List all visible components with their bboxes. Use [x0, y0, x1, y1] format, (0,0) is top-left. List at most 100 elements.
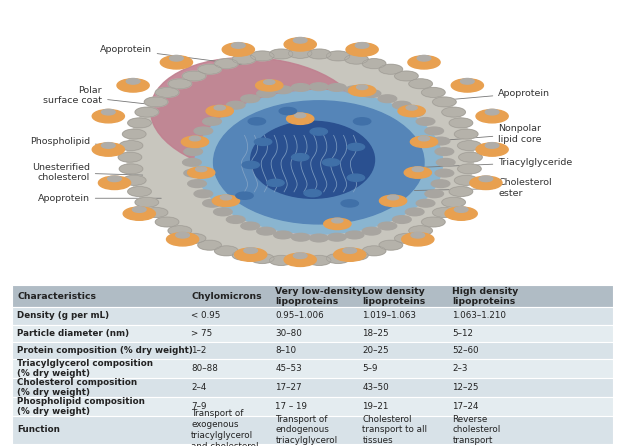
Circle shape: [206, 105, 233, 117]
Circle shape: [461, 78, 474, 84]
Circle shape: [433, 207, 456, 217]
Circle shape: [332, 218, 343, 223]
Text: 17–27: 17–27: [275, 383, 302, 392]
Circle shape: [454, 206, 468, 212]
Circle shape: [322, 159, 340, 166]
Text: > 75: > 75: [191, 329, 212, 338]
FancyBboxPatch shape: [12, 397, 613, 416]
Circle shape: [435, 169, 454, 177]
Circle shape: [398, 105, 425, 117]
Circle shape: [357, 85, 368, 90]
FancyBboxPatch shape: [12, 416, 613, 444]
Circle shape: [310, 234, 328, 242]
Text: 19–21: 19–21: [363, 402, 389, 411]
Circle shape: [417, 55, 431, 61]
Text: 8–10: 8–10: [275, 346, 297, 355]
Circle shape: [108, 176, 121, 182]
Circle shape: [155, 87, 179, 97]
Circle shape: [348, 85, 376, 96]
Text: Transport of
endogenous
triacylglycerol: Transport of endogenous triacylglycerol: [275, 415, 337, 445]
Text: Particle diameter (nm): Particle diameter (nm): [17, 329, 129, 338]
Circle shape: [184, 169, 202, 177]
Circle shape: [418, 136, 430, 141]
Circle shape: [347, 174, 365, 182]
Text: Apoprotein: Apoprotein: [439, 89, 550, 100]
Circle shape: [189, 136, 201, 141]
Circle shape: [362, 246, 386, 256]
Circle shape: [293, 37, 307, 43]
Circle shape: [251, 51, 274, 61]
Text: 12–25: 12–25: [452, 383, 479, 392]
FancyBboxPatch shape: [12, 307, 613, 325]
Circle shape: [425, 127, 443, 135]
Text: Very low-density
lipoproteins: Very low-density lipoproteins: [275, 286, 363, 306]
Circle shape: [92, 143, 124, 156]
Circle shape: [196, 167, 207, 172]
Circle shape: [232, 54, 256, 64]
Circle shape: [324, 218, 351, 230]
Circle shape: [445, 207, 477, 220]
Circle shape: [404, 167, 431, 178]
Circle shape: [135, 107, 158, 117]
Text: Protein composition (% dry weight): Protein composition (% dry weight): [17, 346, 193, 355]
Circle shape: [362, 59, 386, 69]
Circle shape: [449, 186, 473, 196]
Text: < 0.95: < 0.95: [191, 311, 221, 321]
Circle shape: [326, 51, 350, 61]
Circle shape: [274, 231, 292, 239]
Circle shape: [425, 190, 443, 198]
Circle shape: [308, 49, 331, 59]
Circle shape: [408, 56, 440, 69]
Text: 52–60: 52–60: [452, 346, 479, 355]
Circle shape: [256, 80, 283, 91]
Circle shape: [343, 248, 357, 253]
Text: 1–2: 1–2: [191, 346, 207, 355]
Circle shape: [308, 256, 331, 265]
Circle shape: [431, 180, 450, 187]
Circle shape: [392, 101, 411, 109]
Circle shape: [188, 180, 206, 187]
Circle shape: [227, 216, 245, 223]
Circle shape: [267, 179, 284, 186]
Circle shape: [188, 137, 206, 145]
Circle shape: [362, 227, 381, 235]
Circle shape: [132, 206, 146, 212]
Circle shape: [433, 97, 456, 107]
Circle shape: [119, 141, 143, 150]
Circle shape: [334, 248, 366, 261]
Circle shape: [264, 80, 275, 84]
Circle shape: [274, 86, 292, 94]
Circle shape: [355, 42, 369, 48]
Circle shape: [242, 161, 259, 169]
Circle shape: [214, 208, 232, 216]
Circle shape: [168, 226, 192, 235]
Circle shape: [416, 118, 435, 125]
Circle shape: [269, 256, 293, 265]
Circle shape: [310, 83, 328, 91]
Text: Reverse
cholesterol
transport: Reverse cholesterol transport: [452, 415, 501, 445]
Circle shape: [327, 83, 346, 91]
Circle shape: [416, 199, 435, 207]
Circle shape: [232, 250, 256, 260]
Circle shape: [422, 217, 445, 227]
Circle shape: [183, 234, 206, 243]
Circle shape: [123, 129, 146, 139]
Circle shape: [410, 136, 438, 148]
Ellipse shape: [195, 91, 443, 234]
Text: High density
lipoproteins: High density lipoproteins: [452, 286, 519, 306]
Circle shape: [405, 109, 424, 117]
Circle shape: [304, 190, 321, 197]
Circle shape: [379, 240, 402, 250]
Circle shape: [183, 158, 201, 166]
Circle shape: [92, 110, 124, 123]
Circle shape: [442, 198, 465, 207]
Circle shape: [394, 234, 418, 243]
FancyBboxPatch shape: [12, 359, 613, 378]
Text: Cholesterol
transport to all
tissues: Cholesterol transport to all tissues: [363, 415, 428, 445]
Circle shape: [485, 109, 499, 115]
Text: Triacylglyceride: Triacylglyceride: [420, 158, 573, 167]
Circle shape: [402, 233, 434, 246]
Circle shape: [406, 105, 417, 110]
FancyBboxPatch shape: [12, 325, 613, 342]
Circle shape: [451, 79, 483, 92]
